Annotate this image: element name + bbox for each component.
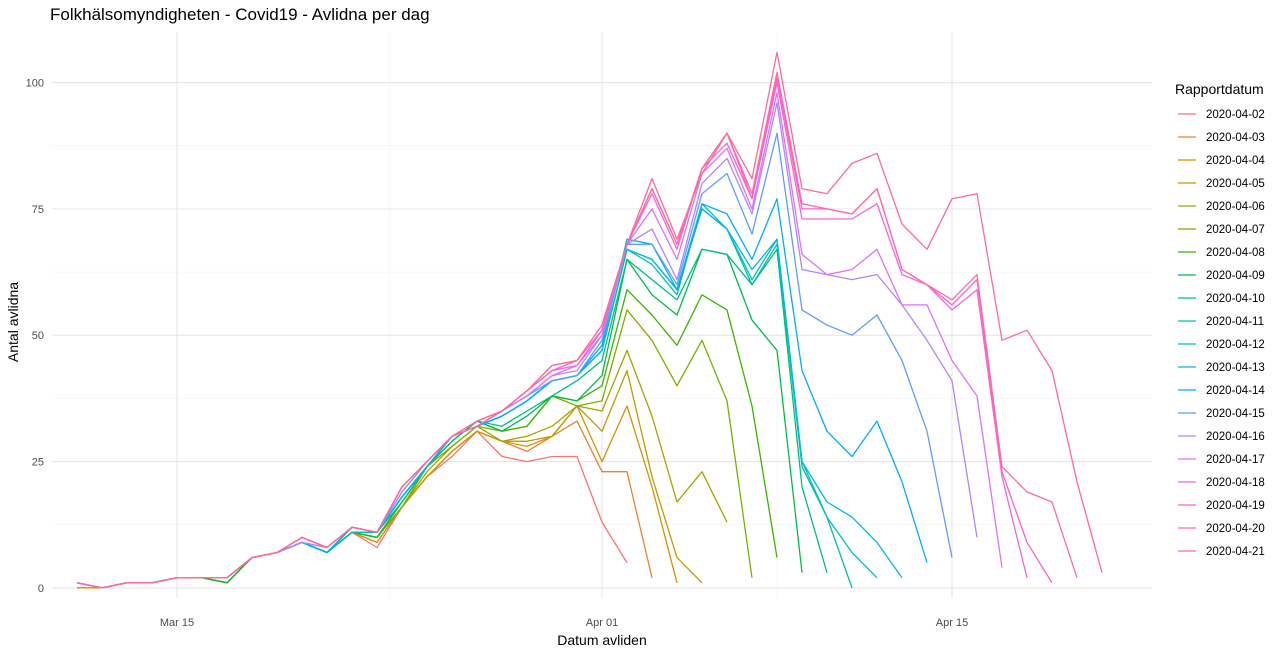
series-line-2020-04-07 (76, 309, 753, 589)
series-line-2020-04-20 (76, 71, 1078, 589)
series-line-2020-04-15 (76, 132, 953, 589)
y-tick-label: 25 (32, 457, 44, 469)
legend: Rapportdatum 2020-04-02 2020-04-03 2020-04… (1175, 81, 1265, 558)
legend-label: 2020-04-11 (1206, 316, 1264, 328)
series-line-2020-04-10 (76, 248, 828, 589)
series-line-2020-04-02 (77, 430, 628, 589)
legend-label: 2020-04-13 (1206, 362, 1265, 374)
legend-label: 2020-04-09 (1206, 270, 1265, 282)
x-tick-label: Apr 01 (586, 617, 618, 629)
series-line-2020-04-06 (76, 349, 728, 589)
grid (52, 32, 1152, 598)
chart-title: Folkhälsomyndigheten - Covid19 - Avlidna… (50, 5, 430, 24)
y-tick-label: 100 (26, 78, 44, 90)
legend-label: 2020-04-15 (1206, 408, 1265, 420)
series-line-2020-04-09 (76, 248, 803, 589)
series-line-2020-04-19 (76, 76, 1053, 589)
x-tick-label: Mar 15 (160, 617, 194, 629)
legend-title: Rapportdatum (1175, 81, 1264, 97)
legend-label: 2020-04-18 (1206, 477, 1265, 489)
series-line-2020-04-04 (77, 405, 678, 589)
legend-label: 2020-04-17 (1206, 454, 1265, 466)
legend-label: 2020-04-10 (1206, 293, 1265, 305)
series-line-2020-04-03 (77, 420, 653, 589)
series-line-2020-04-21 (76, 51, 1103, 589)
series-line-2020-04-17 (76, 91, 1003, 589)
legend-label: 2020-04-07 (1206, 224, 1265, 236)
y-axis-ticks: 0 25 50 75 100 (26, 78, 44, 595)
x-tick-label: Apr 15 (936, 617, 968, 629)
plot-area (76, 51, 1103, 589)
legend-label: 2020-04-19 (1206, 500, 1265, 512)
y-axis-title: Antal avlidna (5, 282, 21, 362)
x-axis-title: Datum avliden (557, 632, 647, 648)
legend-label: 2020-04-02 (1206, 109, 1265, 121)
y-tick-label: 0 (38, 583, 44, 595)
legend-label: 2020-04-12 (1206, 339, 1265, 351)
x-axis-ticks: Mar 15 Apr 01 Apr 15 (160, 617, 968, 629)
y-tick-label: 50 (32, 330, 44, 342)
legend-label: 2020-04-08 (1206, 247, 1265, 259)
legend-label: 2020-04-16 (1206, 431, 1265, 443)
legend-label: 2020-04-21 (1206, 546, 1265, 558)
legend-label: 2020-04-06 (1206, 201, 1265, 213)
legend-label: 2020-04-03 (1206, 132, 1265, 144)
legend-label: 2020-04-05 (1206, 178, 1265, 190)
legend-label: 2020-04-20 (1206, 523, 1265, 535)
legend-label: 2020-04-14 (1206, 385, 1265, 397)
series-line-2020-04-11 (76, 203, 853, 589)
legend-label: 2020-04-04 (1206, 155, 1265, 167)
y-tick-label: 75 (32, 204, 44, 216)
